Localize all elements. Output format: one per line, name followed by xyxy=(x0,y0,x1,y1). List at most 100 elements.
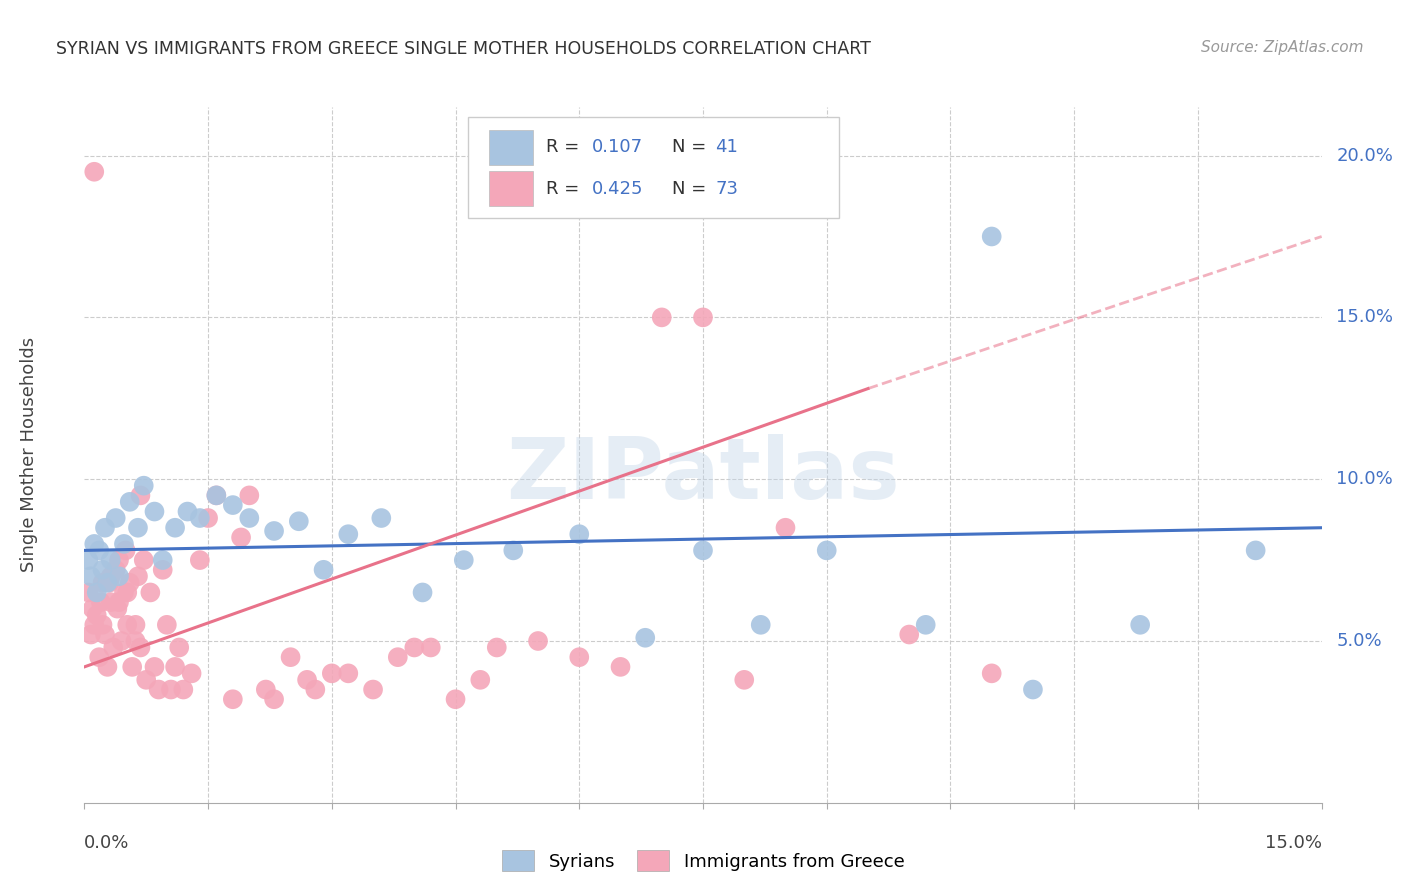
Point xyxy=(121,660,143,674)
Point xyxy=(96,575,118,590)
Point xyxy=(263,692,285,706)
Point xyxy=(165,660,187,674)
Point xyxy=(94,521,117,535)
Point xyxy=(160,682,183,697)
Point xyxy=(412,585,434,599)
Point xyxy=(89,650,111,665)
Point xyxy=(103,640,125,655)
Point xyxy=(80,569,103,583)
Point xyxy=(108,553,131,567)
Point xyxy=(898,627,921,641)
Point xyxy=(77,553,100,567)
Text: Single Mother Households: Single Mother Households xyxy=(20,337,38,573)
Point xyxy=(143,660,166,674)
Point xyxy=(404,640,426,655)
Point xyxy=(156,617,179,632)
Text: 0.0%: 0.0% xyxy=(84,834,129,852)
Point xyxy=(180,666,202,681)
Point xyxy=(91,563,114,577)
Point xyxy=(337,527,360,541)
Point xyxy=(112,537,135,551)
Point xyxy=(86,608,108,623)
Point xyxy=(222,692,245,706)
Text: 15.0%: 15.0% xyxy=(1337,309,1393,326)
Point xyxy=(502,543,524,558)
Point xyxy=(337,666,360,681)
Point xyxy=(112,585,135,599)
Point xyxy=(485,640,508,655)
Point xyxy=(749,617,772,632)
Point xyxy=(100,569,122,583)
Text: 5.0%: 5.0% xyxy=(1337,632,1382,650)
Point xyxy=(419,640,441,655)
Text: 10.0%: 10.0% xyxy=(1337,470,1393,488)
Point xyxy=(143,504,166,518)
Point xyxy=(387,650,409,665)
Point xyxy=(135,673,157,687)
Point xyxy=(1129,617,1152,632)
Point xyxy=(91,617,114,632)
Point xyxy=(1022,682,1045,697)
Point xyxy=(568,527,591,541)
Point xyxy=(188,553,211,567)
Point xyxy=(321,666,343,681)
Text: R =: R = xyxy=(546,179,585,198)
Point xyxy=(100,553,122,567)
Point xyxy=(129,488,152,502)
Point xyxy=(83,537,105,551)
Point xyxy=(692,543,714,558)
Point xyxy=(83,617,105,632)
Point xyxy=(114,543,136,558)
Point xyxy=(139,585,162,599)
Point xyxy=(118,495,141,509)
Point xyxy=(152,563,174,577)
Point xyxy=(118,575,141,590)
Point xyxy=(176,504,198,518)
Point xyxy=(105,601,128,615)
Legend: Syrians, Immigrants from Greece: Syrians, Immigrants from Greece xyxy=(495,843,911,879)
Text: N =: N = xyxy=(672,179,711,198)
Point xyxy=(90,595,112,609)
Point xyxy=(132,553,155,567)
Point xyxy=(108,595,131,609)
Point xyxy=(914,617,936,632)
Point xyxy=(96,660,118,674)
Point xyxy=(108,569,131,583)
FancyBboxPatch shape xyxy=(468,118,839,219)
Point xyxy=(80,627,103,641)
Point xyxy=(470,673,492,687)
Point xyxy=(222,498,245,512)
Point xyxy=(86,585,108,599)
Point xyxy=(775,521,797,535)
Point xyxy=(733,673,755,687)
Point xyxy=(129,640,152,655)
Text: ZIPatlas: ZIPatlas xyxy=(506,434,900,517)
Point xyxy=(167,640,190,655)
Text: 41: 41 xyxy=(716,138,738,156)
Point xyxy=(104,511,127,525)
Point xyxy=(188,511,211,525)
Point xyxy=(94,627,117,641)
Point xyxy=(304,682,326,697)
Point xyxy=(98,575,121,590)
Point xyxy=(453,553,475,567)
Text: 0.425: 0.425 xyxy=(592,179,643,198)
Text: 0.107: 0.107 xyxy=(592,138,643,156)
Point xyxy=(205,488,228,502)
Point xyxy=(89,543,111,558)
Point xyxy=(238,511,260,525)
Text: N =: N = xyxy=(672,138,711,156)
Text: 15.0%: 15.0% xyxy=(1264,834,1322,852)
FancyBboxPatch shape xyxy=(489,171,533,206)
Text: Source: ZipAtlas.com: Source: ZipAtlas.com xyxy=(1201,40,1364,55)
Point xyxy=(83,165,105,179)
Point xyxy=(263,524,285,538)
Point xyxy=(100,595,122,609)
Text: 20.0%: 20.0% xyxy=(1337,146,1393,165)
Point xyxy=(124,634,146,648)
Point xyxy=(651,310,673,325)
Text: SYRIAN VS IMMIGRANTS FROM GREECE SINGLE MOTHER HOUSEHOLDS CORRELATION CHART: SYRIAN VS IMMIGRANTS FROM GREECE SINGLE … xyxy=(56,40,872,58)
Point xyxy=(82,601,104,615)
Text: R =: R = xyxy=(546,138,585,156)
Point xyxy=(295,673,318,687)
